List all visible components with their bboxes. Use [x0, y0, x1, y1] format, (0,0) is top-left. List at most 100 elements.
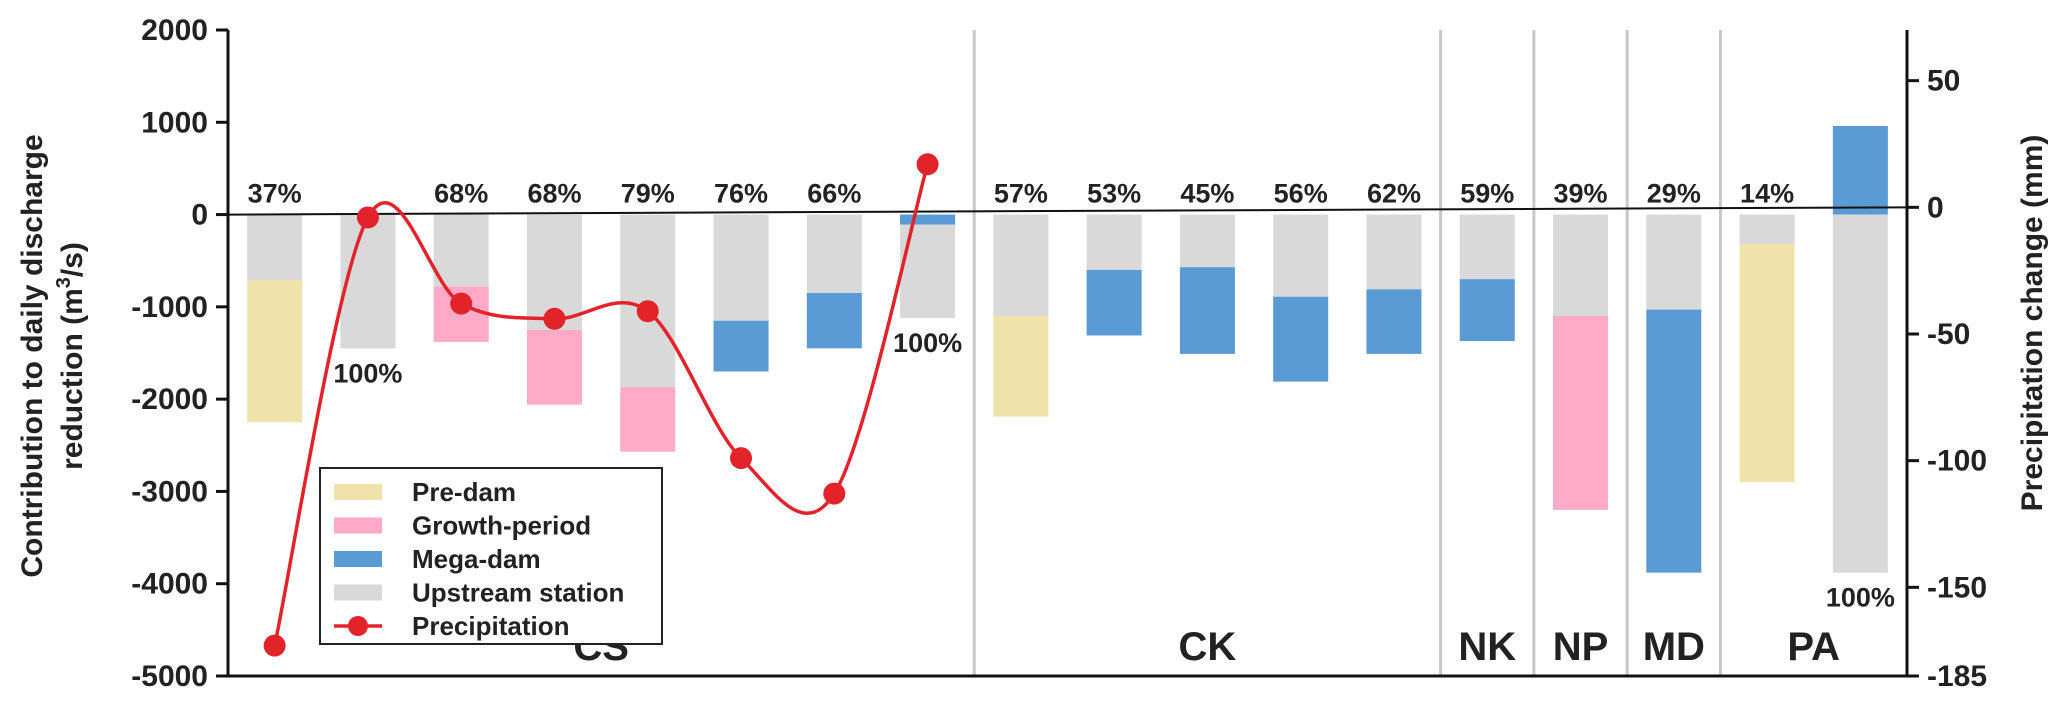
bar-9-upstream-station: [993, 214, 1049, 317]
group-label-ck: CK: [1179, 625, 1237, 669]
bar-1-percent-label: 37%: [248, 179, 302, 209]
bar-3-percent-label: 68%: [434, 179, 488, 209]
bar-12-percent-label: 56%: [1274, 179, 1328, 209]
left-tick-label: -4000: [131, 568, 208, 601]
legend-label-precipitation: Precipitation: [412, 611, 569, 641]
left-y-axis: 2000 1000 0 -1000 -2000 -3000 -4000 -5000: [131, 14, 228, 693]
bar-14-mega-dam: [1459, 279, 1515, 342]
bar-3-upstream-station: [433, 214, 489, 287]
bar-10-upstream-station: [1086, 214, 1142, 270]
precipitation-point-4: [543, 307, 566, 330]
bar-12-mega-dam: [1273, 296, 1329, 382]
bar-14-upstream-station: [1459, 214, 1515, 280]
left-tick-label: 2000: [141, 14, 208, 47]
right-tick-label: 0: [1927, 191, 1944, 224]
legend-swatch-upstream-station: [334, 584, 382, 601]
bar-14-percent-label: 59%: [1460, 179, 1514, 209]
legend-swatch-marker-precipitation: [348, 616, 368, 636]
bar-11-percent-label: 45%: [1180, 179, 1234, 209]
bar-18-mega-dam: [1832, 125, 1888, 215]
bar-9-percent-label: 57%: [994, 179, 1048, 209]
precipitation-point-7: [823, 482, 846, 505]
legend-swatch-growth-period: [334, 517, 382, 534]
bar-9-pre-dam: [993, 316, 1049, 417]
bar-13-mega-dam: [1366, 289, 1422, 354]
right-tick-label: 50: [1927, 65, 1960, 98]
left-tick-label: -1000: [131, 291, 208, 324]
right-tick-label: -185: [1927, 660, 1987, 693]
bar-13-upstream-station: [1366, 214, 1422, 290]
left-axis-title-line1: Contribution to daily discharge: [16, 134, 49, 577]
legend-label-growth-period: Growth-period: [412, 511, 591, 541]
bar-18-upstream-station: [1832, 214, 1888, 573]
bar-15-growth-period: [1553, 316, 1609, 510]
precipitation-point-1: [263, 634, 286, 657]
group-label-np: NP: [1553, 625, 1609, 669]
legend-swatch-mega-dam: [334, 551, 382, 567]
right-y-axis: 50 0 -50 -100 -150 -185: [1907, 65, 1987, 693]
legend-label-upstream-station: Upstream station: [412, 578, 624, 608]
left-tick-label: -2000: [131, 383, 208, 416]
right-axis-title: Precipitation change (mm): [2016, 135, 2049, 512]
bar-10-mega-dam: [1086, 269, 1142, 336]
zero-line: [227, 206, 1908, 216]
bar-17-pre-dam: [1739, 244, 1795, 483]
bar-2-upstream-station: [340, 214, 396, 349]
bar-15-upstream-station: [1553, 214, 1609, 317]
bar-4-percent-label: 68%: [527, 179, 581, 209]
bar-6-mega-dam: [713, 320, 769, 372]
bar-10-percent-label: 53%: [1087, 179, 1141, 209]
bar-5-growth-period: [620, 387, 676, 452]
bar-11-upstream-station: [1179, 214, 1235, 268]
right-tick-label: -50: [1927, 318, 1970, 351]
bar-13-percent-label: 62%: [1367, 179, 1421, 209]
bar-6-upstream-station: [713, 214, 769, 321]
left-tick-label: -5000: [131, 660, 208, 693]
bars: [247, 125, 1888, 573]
plot-frame: [226, 30, 1909, 678]
bar-12-upstream-station: [1273, 214, 1329, 297]
precipitation-point-2: [356, 206, 379, 229]
bar-16-percent-label: 29%: [1647, 179, 1701, 209]
right-tick-label: -150: [1927, 571, 1987, 604]
bar-6-percent-label: 76%: [714, 179, 768, 209]
left-tick-label: 0: [191, 199, 208, 232]
legend-swatch-pre-dam: [334, 484, 382, 500]
bar-11-mega-dam: [1179, 267, 1235, 354]
bar-7-mega-dam: [806, 293, 862, 349]
precipitation-point-6: [730, 447, 753, 470]
left-axis-title-line2: reduction (m3/s): [53, 242, 89, 470]
bar-8-mega-dam: [900, 214, 956, 225]
bar-7-percent-label: 66%: [807, 179, 861, 209]
bar-17-percent-label: 14%: [1740, 179, 1794, 209]
bar-7-upstream-station: [806, 214, 862, 294]
left-tick-label: 1000: [141, 106, 208, 139]
precipitation-point-8: [916, 153, 939, 176]
bar-18-percent-label: 100%: [1826, 583, 1895, 613]
group-label-pa: PA: [1787, 625, 1840, 669]
precipitation-point-3: [450, 292, 473, 315]
bar-8-percent-label: 100%: [893, 328, 962, 358]
bar-1-pre-dam: [247, 280, 303, 423]
bar-16-mega-dam: [1646, 309, 1702, 573]
bar-5-percent-label: 79%: [621, 179, 675, 209]
bar-4-growth-period: [526, 329, 582, 405]
group-labels: CS CK NK NP MD PA: [573, 625, 1840, 669]
group-dividers: [972, 30, 1722, 676]
group-label-md: MD: [1643, 625, 1705, 669]
bar-17-upstream-station: [1739, 214, 1795, 245]
bar-1-upstream-station: [247, 214, 303, 281]
bar-2-percent-label: 100%: [333, 358, 402, 388]
right-tick-label: -100: [1927, 445, 1987, 478]
bar-16-upstream-station: [1646, 214, 1702, 310]
legend-label-pre-dam: Pre-dam: [412, 477, 516, 507]
left-tick-label: -3000: [131, 475, 208, 508]
group-label-nk: NK: [1458, 625, 1516, 669]
percentage-labels: 37% 100% 68% 68% 79% 76% 66% 100% 57% 53% 45% 56% 62…: [248, 179, 1895, 613]
precipitation-point-5: [636, 300, 659, 323]
bar-15-percent-label: 39%: [1554, 179, 1608, 209]
legend-label-mega-dam: Mega-dam: [412, 544, 541, 574]
precipitation-series: [263, 153, 939, 657]
